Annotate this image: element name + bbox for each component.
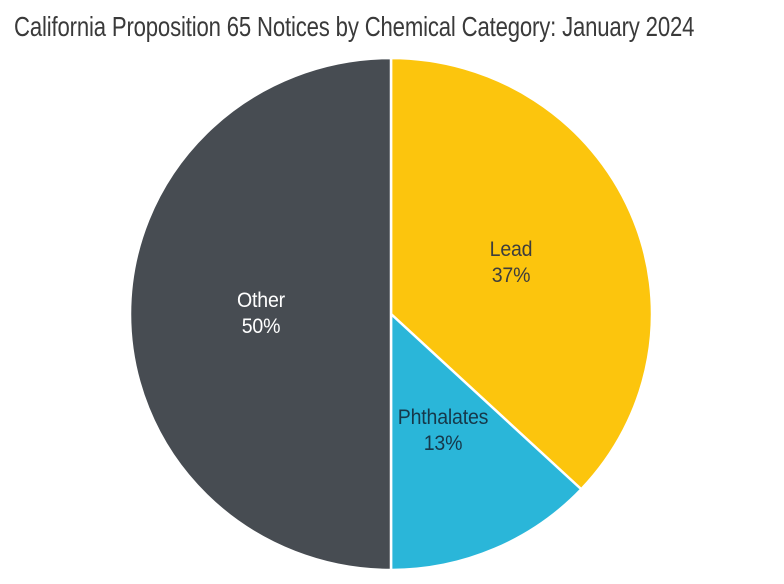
pie-slice-other	[128, 56, 393, 572]
pie-wedges	[128, 56, 654, 572]
pie-slice-phthalates	[389, 312, 583, 572]
chart-title: California Proposition 65 Notices by Che…	[14, 11, 695, 42]
pie-slice-lead	[389, 56, 654, 491]
